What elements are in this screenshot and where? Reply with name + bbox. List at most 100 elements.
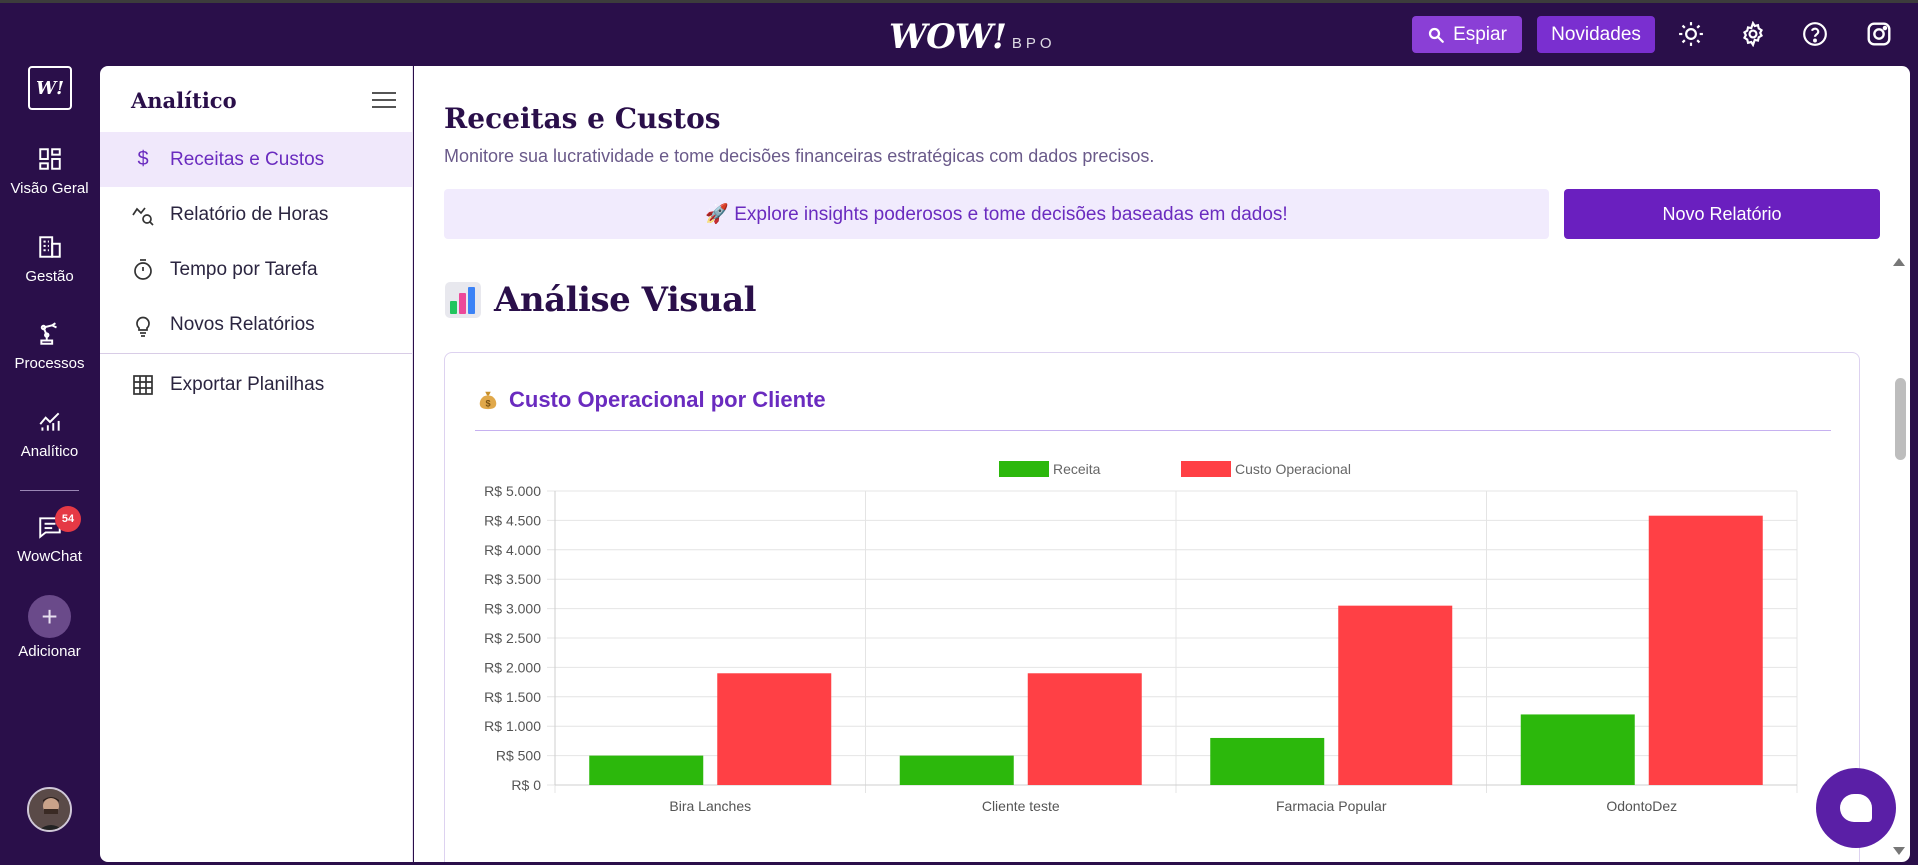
chart-line-icon [39, 412, 60, 431]
scroll-down-arrow-icon[interactable] [1893, 847, 1905, 855]
subnav-item-label: Receitas e Custos [170, 148, 325, 170]
card-title-text: Custo Operacional por Cliente [509, 387, 826, 412]
bar-custo [1027, 673, 1142, 785]
analytics-subnav: Analítico $ Receitas e Custos Relatório … [100, 66, 413, 862]
legend-swatch [999, 461, 1049, 477]
rail-item-adicionar[interactable]: Adicionar [0, 643, 99, 660]
rail-item-label: Analítico [20, 443, 79, 460]
rail-item-gestao[interactable]: Gestão [0, 234, 99, 285]
section-title-text: Análise Visual [494, 280, 757, 320]
avatar[interactable] [27, 787, 72, 832]
chart-card: $ Custo Operacional por Cliente R$ 0 R$ 5… [444, 352, 1860, 862]
insight-banner: 🚀 Explore insights poderosos e tome deci… [444, 189, 1549, 239]
rail-item-label: Visão Geral [10, 180, 89, 197]
table-icon [131, 373, 155, 397]
page-title: Receitas e Custos [444, 102, 721, 135]
help-icon[interactable] [1800, 19, 1830, 49]
novidades-button[interactable]: Novidades [1537, 16, 1655, 53]
money-bag-icon: $ [479, 391, 497, 410]
timer-icon [131, 258, 155, 282]
chat-widget-button[interactable] [1816, 768, 1896, 848]
user-avatar-icon [29, 789, 70, 830]
scroll-up-arrow-icon[interactable] [1893, 258, 1905, 266]
rail-item-label: Processos [14, 355, 85, 372]
bar-receita [589, 755, 704, 785]
espiar-button[interactable]: Espiar [1412, 16, 1522, 53]
rail-item-label: WowChat [17, 548, 82, 565]
rail-item-analitico[interactable]: Analítico [0, 409, 99, 460]
bar-custo [1338, 605, 1453, 785]
subnav-item-label: Exportar Planilhas [170, 373, 325, 395]
rail-item-processos[interactable]: Processos [0, 321, 99, 372]
subnav-divider [100, 353, 412, 354]
rail-item-wowchat[interactable]: WowChat [0, 514, 99, 565]
legend-label: Receita [1053, 461, 1101, 477]
plus-icon[interactable]: + [28, 595, 71, 638]
subnav-item-label: Tempo por Tarefa [170, 258, 318, 280]
bar-receita [899, 755, 1014, 785]
gear-icon[interactable] [1738, 19, 1768, 49]
subnav-item-exportar[interactable]: Exportar Planilhas [100, 357, 412, 412]
main-content: Receitas e Custos Monitore sua lucrativi… [414, 66, 1910, 862]
section-title: Análise Visual [444, 280, 757, 320]
bar-receita [1520, 714, 1635, 785]
legend-swatch [1181, 461, 1231, 477]
y-tick-label: R$ 2.500 [484, 630, 541, 646]
y-tick-label: R$ 2.000 [484, 659, 541, 675]
new-report-button[interactable]: Novo Relatório [1564, 189, 1880, 239]
logo-sub: BPO [1011, 35, 1056, 52]
x-tick-label: Cliente teste [982, 798, 1060, 814]
subnav-title: Analítico [131, 88, 237, 113]
rail-item-label: Gestão [25, 268, 74, 285]
rail-logo[interactable]: W! [28, 66, 72, 110]
brand-logo[interactable]: WOW! BPO [889, 17, 1056, 57]
y-tick-label: R$ 3.000 [484, 601, 541, 617]
dollar-icon: $ [137, 148, 149, 170]
logo-main: WOW! [889, 17, 1007, 57]
y-tick-label: R$ 0 [511, 777, 541, 793]
lightbulb-icon [131, 313, 155, 337]
y-tick-label: R$ 3.500 [484, 571, 541, 587]
grid-icon [38, 148, 61, 170]
y-tick-label: R$ 4.500 [484, 512, 541, 528]
trend-search-icon [131, 203, 155, 227]
building-icon [38, 236, 61, 258]
x-tick-label: OdontoDez [1606, 798, 1677, 814]
espiar-label: Espiar [1453, 23, 1507, 45]
card-title-rule [475, 430, 1831, 431]
bar-receita [1210, 737, 1325, 785]
rail-item-label: Adicionar [18, 643, 81, 660]
bar-custo [1648, 515, 1763, 785]
subnav-item-novos-relatorios[interactable]: Novos Relatórios [100, 297, 412, 352]
search-icon [1428, 27, 1444, 43]
app-rail: W! Visão Geral Gestão Processos Analític… [0, 66, 99, 865]
subnav-item-receitas-custos[interactable]: $ Receitas e Custos [100, 132, 412, 187]
subnav-item-label: Relatório de Horas [170, 203, 329, 225]
subnav-item-tempo-tarefa[interactable]: Tempo por Tarefa [100, 242, 412, 297]
instagram-icon[interactable] [1864, 19, 1894, 49]
y-tick-label: R$ 500 [496, 748, 541, 764]
rail-divider [20, 490, 79, 491]
x-tick-label: Farmacia Popular [1276, 798, 1387, 814]
svg-text:$: $ [485, 398, 490, 408]
legend-label: Custo Operacional [1235, 461, 1351, 477]
top-bar: WOW! BPO Espiar Novidades [0, 3, 1918, 66]
y-tick-label: R$ 1.500 [484, 689, 541, 705]
robot-arm-icon [39, 322, 57, 345]
subnav-item-label: Novos Relatórios [170, 313, 315, 335]
y-tick-label: R$ 4.000 [484, 542, 541, 558]
y-tick-label: R$ 1.000 [484, 718, 541, 734]
page-subtitle: Monitore sua lucratividade e tome decisõ… [444, 146, 1155, 166]
bar-chart-emoji-icon [445, 282, 481, 318]
theme-toggle-sun-icon[interactable] [1676, 19, 1706, 49]
y-tick-label: R$ 5.000 [484, 483, 541, 499]
x-tick-label: Bira Lanches [669, 798, 751, 814]
scrollbar-thumb[interactable] [1895, 378, 1906, 460]
hamburger-menu-icon[interactable] [372, 92, 396, 110]
subnav-item-relatorio-horas[interactable]: Relatório de Horas [100, 187, 412, 242]
chat-bubble-icon [1840, 794, 1872, 822]
chat-count-badge: 54 [55, 506, 81, 532]
revenue-cost-bar-chart: R$ 0 R$ 500 R$ 1.000 R$ 1.500 R$ 2.000 R$ 2.5… [484, 461, 1798, 814]
window-top-edge [0, 0, 1918, 3]
rail-item-visao-geral[interactable]: Visão Geral [0, 146, 99, 197]
